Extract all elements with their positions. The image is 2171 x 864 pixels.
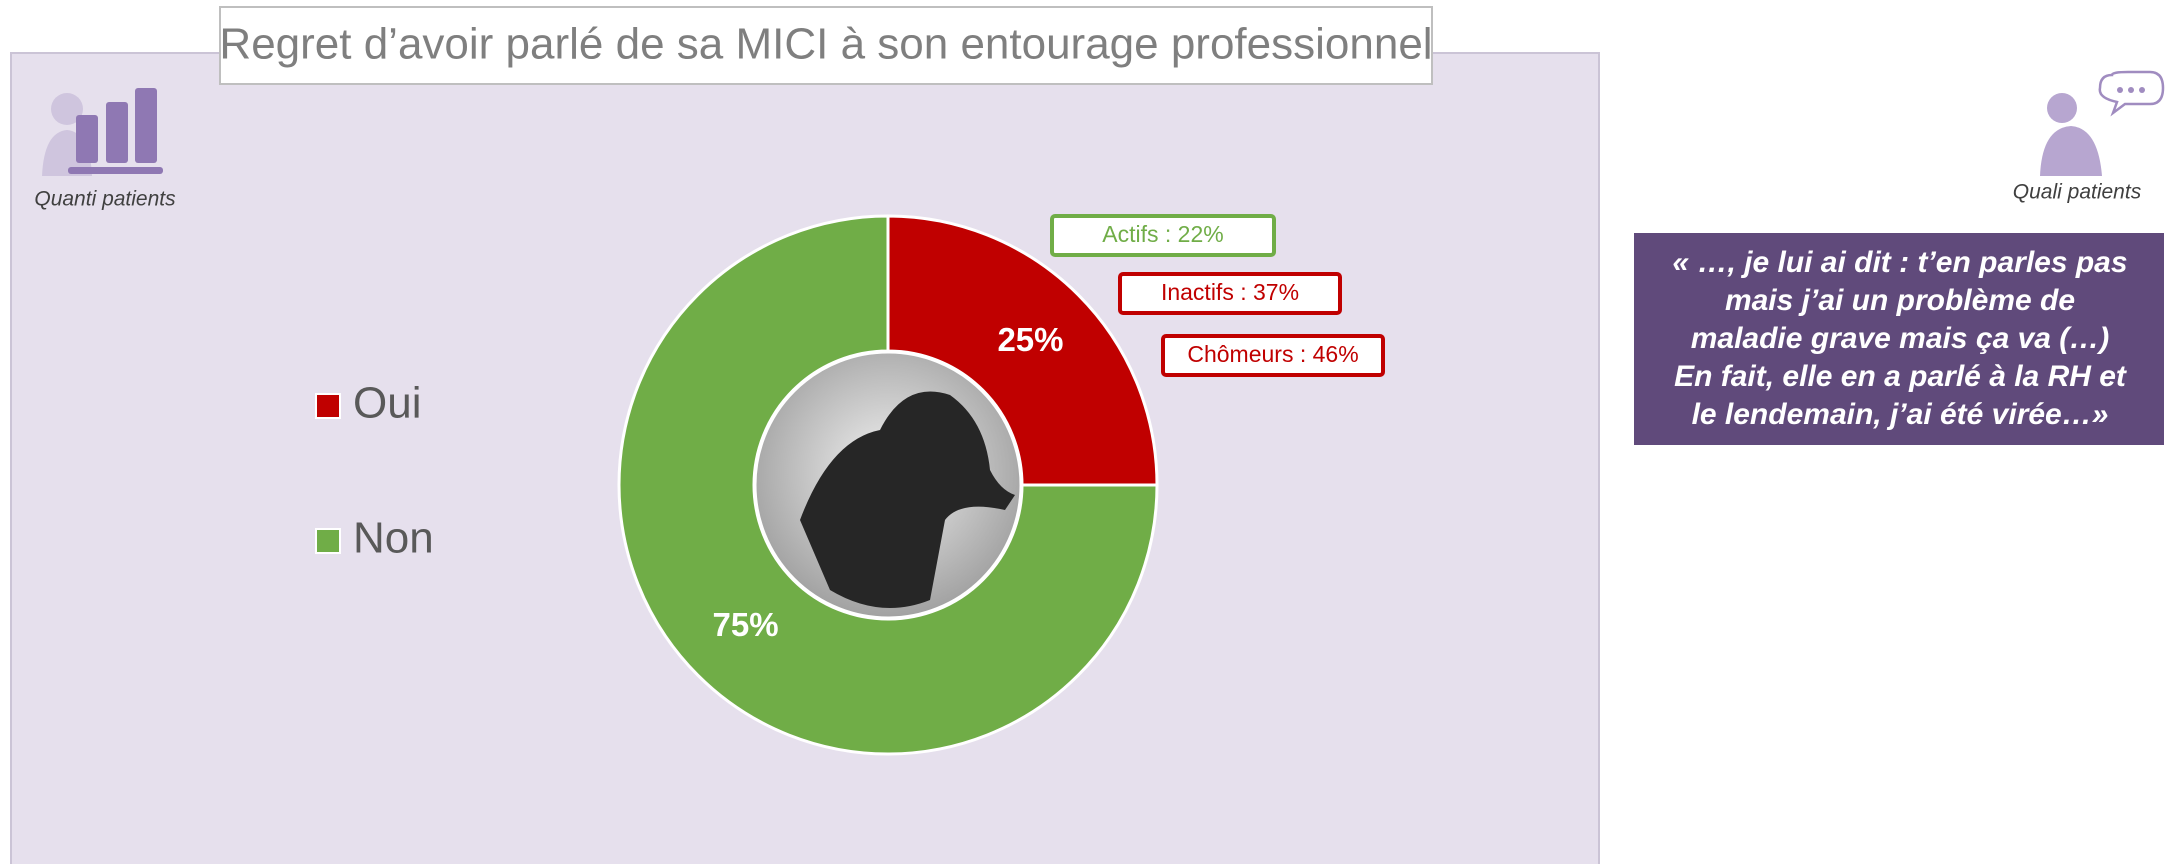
quote-line: le lendemain, j’ai été virée…» xyxy=(1692,398,2109,431)
annotation: Chômeurs : 46% xyxy=(1187,341,1358,367)
quali-label: Quali patients xyxy=(2013,181,2142,204)
quote-line: maladie grave mais ça va (…) xyxy=(1691,322,2110,355)
slide: Regret d’avoir parlé de sa MICI à son en… xyxy=(0,0,2171,864)
quote-line: En fait, elle en a parlé à la RH et xyxy=(1674,360,2128,393)
legend-label: Oui xyxy=(353,379,421,428)
quote-line: « …, je lui ai dit : t’en parles pas xyxy=(1672,246,2127,279)
quali-icon xyxy=(2040,72,2163,176)
quanti-label: Quanti patients xyxy=(34,188,176,211)
annotation: Inactifs : 37% xyxy=(1161,279,1299,305)
legend-swatch xyxy=(316,529,340,553)
legend-swatch xyxy=(316,394,340,418)
annotation: Actifs : 22% xyxy=(1102,221,1223,247)
legend-label: Non xyxy=(353,514,434,563)
value-label: 75% xyxy=(712,606,778,643)
value-label: 25% xyxy=(997,321,1063,358)
chart-title: Regret d’avoir parlé de sa MICI à son en… xyxy=(219,20,1432,69)
quote: « …, je lui ai dit : t’en parles pas mais… xyxy=(1672,246,2127,431)
quote-line: mais j’ai un problème de xyxy=(1725,284,2075,317)
